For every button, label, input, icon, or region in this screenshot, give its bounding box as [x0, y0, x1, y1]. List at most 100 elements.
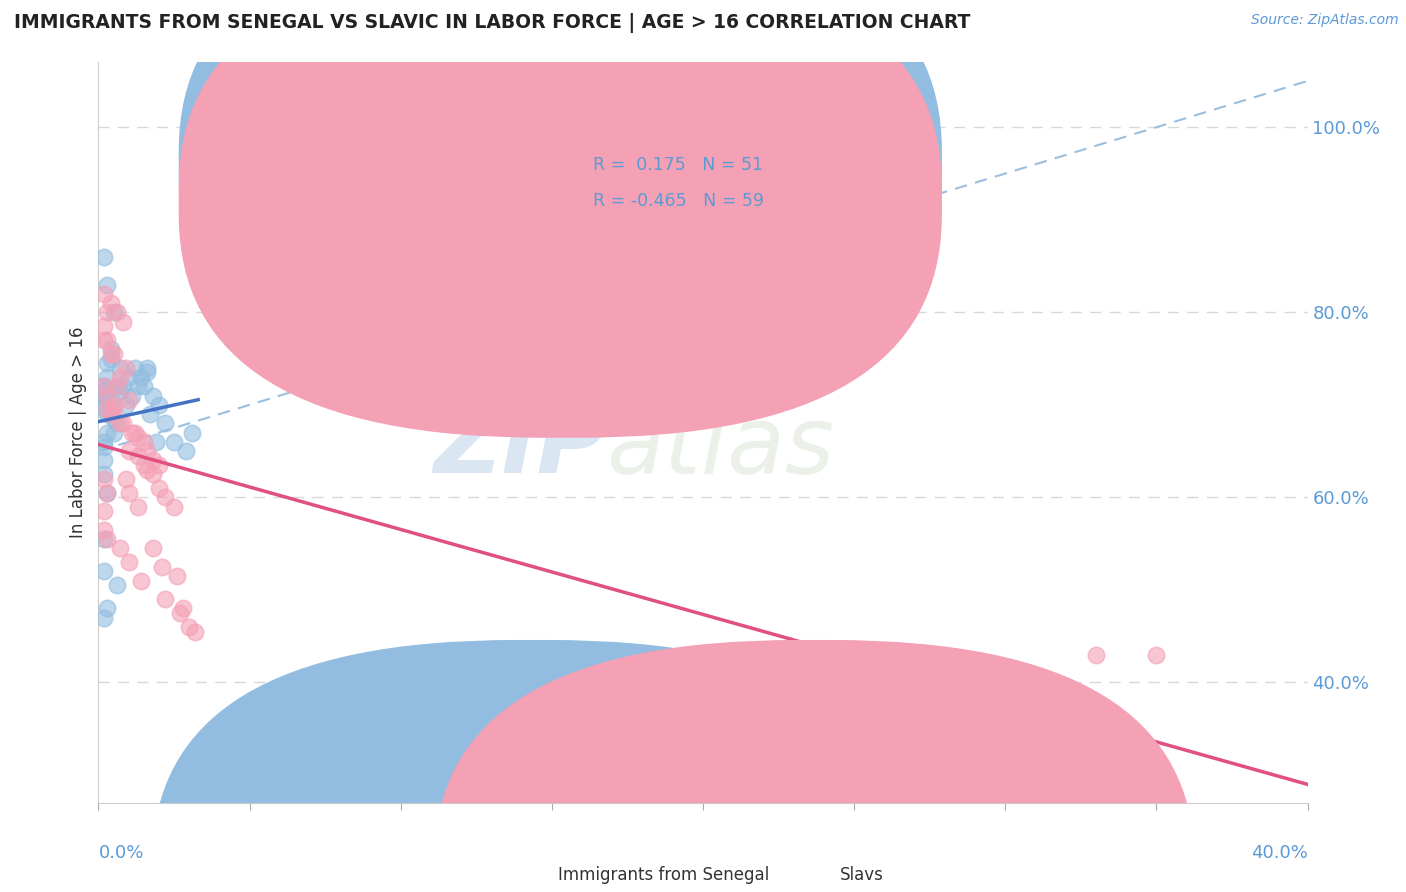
- Point: [93, 434, 115, 449]
- Point: [148, 458, 170, 472]
- FancyBboxPatch shape: [180, 0, 941, 437]
- FancyBboxPatch shape: [153, 640, 912, 892]
- Text: 40.0%: 40.0%: [1251, 844, 1308, 862]
- Point: [93, 333, 115, 347]
- Point: [108, 360, 131, 375]
- FancyBboxPatch shape: [434, 640, 1194, 892]
- Point: [135, 444, 157, 458]
- Point: [118, 555, 141, 569]
- Point: [108, 541, 131, 556]
- Point: [153, 491, 176, 505]
- Point: [103, 411, 125, 425]
- Point: [93, 398, 115, 412]
- Point: [132, 379, 155, 393]
- Point: [96, 333, 118, 347]
- Point: [114, 398, 136, 412]
- Point: [96, 407, 118, 421]
- Point: [105, 417, 128, 431]
- Point: [118, 393, 141, 408]
- Point: [105, 578, 128, 592]
- Point: [163, 434, 186, 449]
- Point: [103, 347, 125, 361]
- Point: [93, 472, 115, 486]
- Point: [1085, 648, 1108, 662]
- Point: [127, 430, 149, 444]
- Point: [118, 370, 141, 384]
- Point: [163, 500, 186, 514]
- Point: [100, 343, 122, 357]
- FancyBboxPatch shape: [522, 136, 855, 229]
- Point: [111, 379, 134, 393]
- Point: [142, 453, 165, 467]
- Point: [150, 559, 173, 574]
- Point: [100, 296, 122, 310]
- Point: [129, 370, 152, 384]
- Text: IMMIGRANTS FROM SENEGAL VS SLAVIC IN LABOR FORCE | AGE > 16 CORRELATION CHART: IMMIGRANTS FROM SENEGAL VS SLAVIC IN LAB…: [14, 13, 970, 33]
- Point: [96, 277, 118, 292]
- Point: [127, 449, 149, 463]
- Point: [96, 402, 118, 417]
- Point: [142, 389, 165, 403]
- Point: [93, 532, 115, 546]
- Point: [93, 402, 115, 417]
- Point: [174, 444, 197, 458]
- Point: [105, 379, 128, 393]
- Text: atlas: atlas: [606, 402, 835, 493]
- Point: [172, 601, 194, 615]
- FancyBboxPatch shape: [180, 0, 941, 401]
- Point: [135, 366, 157, 380]
- Point: [93, 565, 115, 579]
- Point: [184, 624, 207, 639]
- Point: [93, 250, 115, 264]
- Point: [100, 347, 122, 361]
- Point: [124, 425, 146, 440]
- Point: [93, 523, 115, 537]
- Point: [93, 611, 115, 625]
- Point: [93, 286, 115, 301]
- Point: [127, 500, 149, 514]
- Point: [96, 356, 118, 370]
- Point: [96, 485, 118, 500]
- Point: [100, 402, 122, 417]
- Point: [139, 407, 162, 421]
- Point: [169, 606, 191, 620]
- Point: [93, 379, 115, 393]
- Point: [96, 370, 118, 384]
- Point: [96, 532, 118, 546]
- Point: [93, 453, 115, 467]
- Point: [93, 504, 115, 518]
- Point: [118, 444, 141, 458]
- Point: [118, 485, 141, 500]
- Point: [142, 467, 165, 482]
- Text: ZIP: ZIP: [433, 401, 606, 493]
- Point: [148, 398, 170, 412]
- Point: [108, 370, 131, 384]
- Point: [93, 389, 115, 403]
- Point: [93, 379, 115, 393]
- Point: [96, 425, 118, 440]
- Point: [105, 379, 128, 393]
- Point: [108, 384, 131, 398]
- Point: [166, 569, 188, 583]
- Text: R =  0.175   N = 51: R = 0.175 N = 51: [593, 155, 763, 174]
- Point: [93, 467, 115, 482]
- Point: [132, 458, 155, 472]
- Point: [179, 620, 201, 634]
- Point: [844, 758, 866, 772]
- Point: [96, 601, 118, 615]
- Point: [127, 379, 149, 393]
- Point: [93, 384, 115, 398]
- Text: R = -0.465   N = 59: R = -0.465 N = 59: [593, 192, 763, 210]
- Text: 0.0%: 0.0%: [98, 844, 143, 862]
- Point: [108, 417, 131, 431]
- Point: [105, 305, 128, 319]
- Point: [114, 472, 136, 486]
- Point: [124, 360, 146, 375]
- Point: [111, 417, 134, 431]
- Text: Immigrants from Senegal: Immigrants from Senegal: [558, 865, 769, 884]
- Text: Source: ZipAtlas.com: Source: ZipAtlas.com: [1251, 13, 1399, 28]
- Point: [103, 425, 125, 440]
- Point: [1144, 648, 1167, 662]
- Point: [100, 407, 122, 421]
- Point: [153, 592, 176, 607]
